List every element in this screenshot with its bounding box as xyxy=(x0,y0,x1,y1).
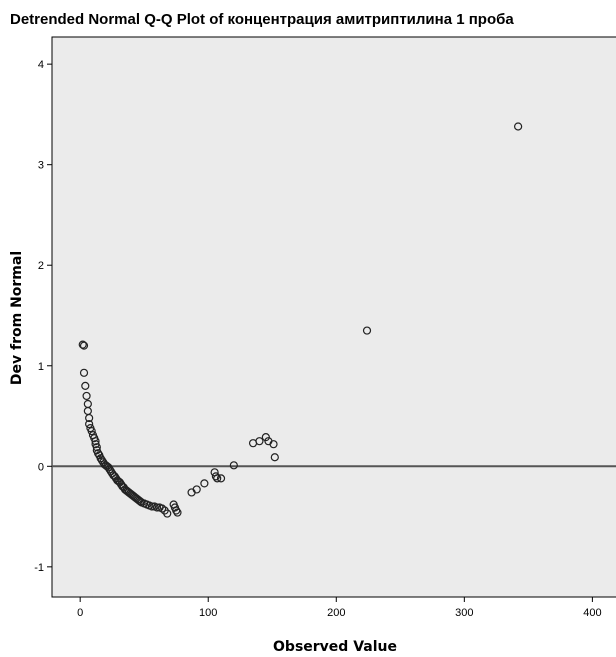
x-tick-label: 0 xyxy=(77,607,83,619)
data-point xyxy=(110,472,119,481)
data-point xyxy=(105,465,114,474)
data-point xyxy=(173,508,182,517)
data-point xyxy=(136,497,145,506)
data-point xyxy=(158,504,167,513)
data-point xyxy=(85,419,94,429)
data-point xyxy=(213,474,222,483)
data-point xyxy=(211,472,221,481)
data-point xyxy=(79,341,89,350)
y-axis: -1 0 1 2 3 4 xyxy=(34,59,52,574)
data-point xyxy=(270,453,279,462)
plot-area xyxy=(51,36,616,598)
data-point xyxy=(152,503,162,512)
data-point xyxy=(269,440,278,449)
y-tick-label: -1 xyxy=(34,562,44,574)
data-point xyxy=(115,478,124,487)
data-point xyxy=(78,340,87,349)
x-tick-label: 300 xyxy=(455,607,473,619)
y-axis-label: Dev from Normal xyxy=(9,251,25,385)
data-point xyxy=(96,454,105,463)
data-point xyxy=(362,326,372,335)
data-point xyxy=(85,413,94,423)
data-point xyxy=(163,509,172,518)
x-axis-label: Observed Value xyxy=(273,639,397,655)
data-point xyxy=(192,485,201,494)
data-point xyxy=(87,427,96,436)
data-point xyxy=(79,368,89,377)
data-point xyxy=(92,443,101,452)
x-axis: 0 100 200 300 400 xyxy=(77,597,602,619)
data-point xyxy=(93,449,103,458)
data-point xyxy=(172,506,181,515)
data-point xyxy=(97,456,107,465)
data-point xyxy=(81,381,90,390)
data-point xyxy=(261,433,270,442)
data-point xyxy=(147,502,156,511)
data-point xyxy=(514,122,523,131)
data-point xyxy=(91,437,100,446)
data-point xyxy=(104,463,113,472)
data-point xyxy=(229,461,238,470)
data-points xyxy=(78,122,523,518)
data-point xyxy=(255,437,264,446)
y-tick-label: 0 xyxy=(38,461,44,473)
y-tick-label: 3 xyxy=(38,160,44,172)
x-tick-label: 400 xyxy=(583,607,601,619)
x-tick-label: 100 xyxy=(199,607,217,619)
y-tick-label: 2 xyxy=(38,260,44,272)
data-point xyxy=(200,479,209,488)
data-point xyxy=(82,391,91,401)
y-tick-label: 4 xyxy=(38,59,44,71)
y-tick-label: 1 xyxy=(38,361,44,373)
x-tick-label: 200 xyxy=(327,607,345,619)
data-point xyxy=(106,467,116,476)
chart-title: Detrended Normal Q-Q Plot of концентраци… xyxy=(10,11,514,28)
data-point xyxy=(216,474,226,483)
